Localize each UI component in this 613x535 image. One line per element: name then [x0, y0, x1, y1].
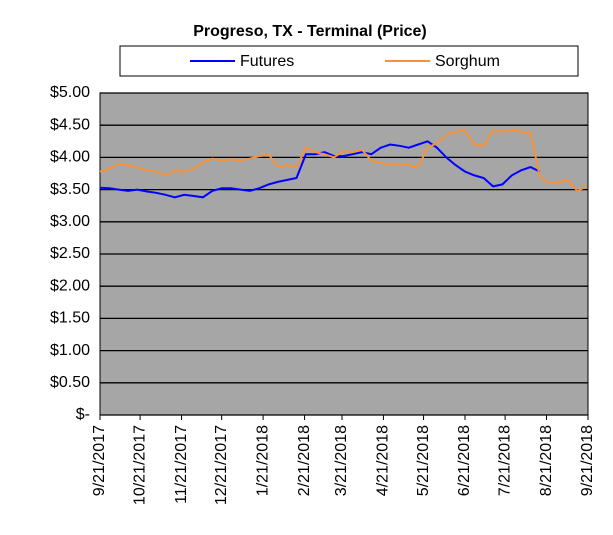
y-tick-label: $3.00 [50, 213, 90, 230]
x-tick-label: 3/21/2018 [333, 425, 350, 496]
chart-title: Progreso, TX - Terminal (Price) [193, 23, 427, 40]
y-tick-label: $4.00 [50, 149, 90, 166]
y-tick-label: $1.50 [50, 310, 90, 327]
y-tick-label: $0.50 [50, 374, 90, 391]
y-tick-label: $4.50 [50, 116, 90, 133]
x-tick-label: 11/21/2017 [173, 425, 190, 504]
x-tick-label: 2/21/2018 [296, 425, 313, 496]
x-tick-label: 8/21/2018 [538, 425, 555, 496]
x-tick-label: 6/21/2018 [456, 425, 473, 496]
legend-label: Sorghum [435, 53, 500, 70]
y-tick-label: $5.00 [50, 84, 90, 101]
y-tick-label: $1.00 [50, 342, 90, 359]
x-tick-label: 10/21/2017 [131, 425, 148, 505]
y-tick-label: $2.00 [50, 277, 90, 294]
x-tick-label: 7/21/2018 [496, 425, 513, 496]
y-tick-label: $2.50 [50, 245, 90, 262]
y-tick-label: $- [76, 406, 90, 423]
legend-label: Futures [240, 53, 294, 70]
legend-box [119, 45, 579, 77]
x-tick-label: 1/21/2018 [254, 425, 271, 496]
x-tick-label: 9/21/2017 [91, 425, 108, 496]
plot-border [99, 92, 589, 416]
x-tick-label: 12/21/2017 [213, 425, 230, 505]
y-tick-label: $3.50 [50, 181, 90, 198]
x-tick-label: 5/21/2018 [415, 425, 432, 496]
x-tick-label: 9/21/2018 [579, 425, 596, 496]
series-line [99, 129, 588, 193]
x-tick-label: 4/21/2018 [375, 425, 392, 496]
